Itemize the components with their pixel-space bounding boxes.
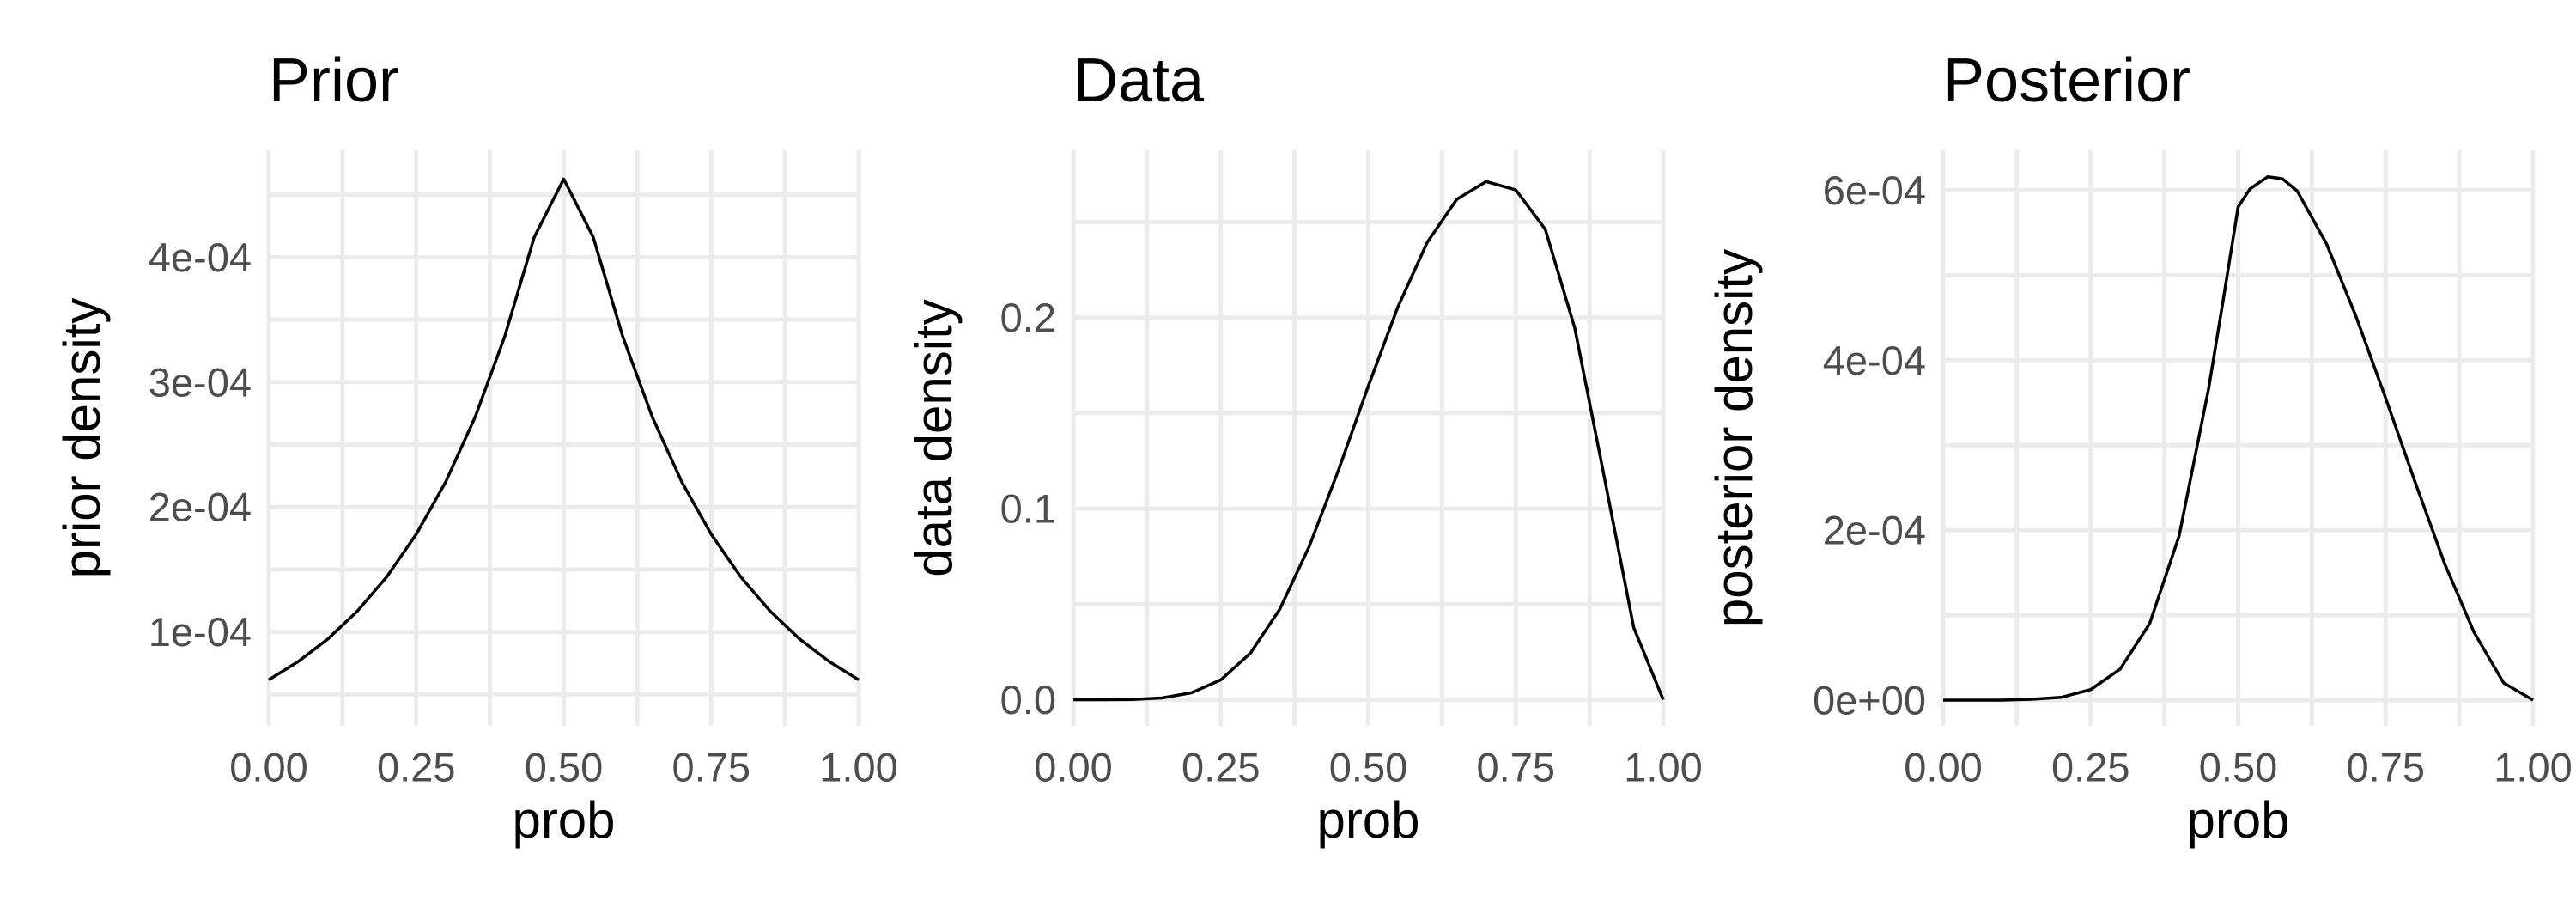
posterior-title: Posterior bbox=[1943, 46, 2190, 115]
posterior-x-tick-label: 1.00 bbox=[2494, 744, 2572, 789]
posterior-x-tick-label: 0.50 bbox=[2199, 744, 2277, 789]
prior-x-tick-label: 0.75 bbox=[672, 744, 750, 789]
posterior-x-tick-label: 0.00 bbox=[1904, 744, 1982, 789]
data-x-axis-label: prob bbox=[1316, 791, 1419, 849]
data-y-tick-label: 0.1 bbox=[1000, 486, 1056, 532]
data-y-tick-label: 0.2 bbox=[1000, 295, 1056, 340]
prior-y-tick-label: 1e-04 bbox=[149, 609, 252, 655]
posterior-x-tick-label: 0.75 bbox=[2347, 744, 2425, 789]
prior-y-tick-label: 4e-04 bbox=[149, 235, 252, 280]
posterior-y-tick-label: 6e-04 bbox=[1823, 168, 1926, 213]
prior-x-tick-label: 0.00 bbox=[229, 744, 307, 789]
prior-y-axis-label: prior density bbox=[53, 298, 111, 579]
data-x-tick-label: 0.25 bbox=[1182, 744, 1260, 789]
prior-y-tick-label: 3e-04 bbox=[149, 359, 252, 405]
prior-x-tick-label: 0.50 bbox=[525, 744, 603, 789]
posterior-y-axis-label: posterior density bbox=[1705, 249, 1763, 627]
data-x-tick-label: 0.00 bbox=[1034, 744, 1112, 789]
data-title: Data bbox=[1073, 46, 1205, 115]
data-y-axis-label: data density bbox=[905, 299, 963, 577]
data-y-tick-label: 0.0 bbox=[1000, 677, 1056, 722]
data-x-tick-label: 0.75 bbox=[1477, 744, 1555, 789]
data-density-curve bbox=[1072, 180, 1665, 702]
prior-y-tick-label: 2e-04 bbox=[149, 485, 252, 530]
posterior-panel: 0.00 0.25 0.50 0.75 1.00 0e+00 2e-04 4e-04 6e-04… bbox=[1705, 46, 2573, 849]
posterior-density-curve bbox=[1943, 175, 2534, 702]
data-x-tick-label: 1.00 bbox=[1624, 744, 1702, 789]
posterior-y-tick-label: 4e-04 bbox=[1823, 338, 1926, 383]
prior-x-tick-label: 1.00 bbox=[819, 744, 897, 789]
data-x-tick-label: 0.50 bbox=[1329, 744, 1407, 789]
prior-panel: 0.00 0.25 0.50 0.75 1.00 1e-04 2e-04 3e-04 4e-04… bbox=[53, 46, 898, 849]
prior-x-tick-label: 0.25 bbox=[377, 744, 455, 789]
posterior-y-tick-label: 2e-04 bbox=[1823, 508, 1926, 553]
prior-title: Prior bbox=[269, 46, 399, 115]
prior-x-axis-label: prob bbox=[512, 791, 615, 849]
posterior-y-tick-label: 0e+00 bbox=[1813, 678, 1926, 723]
prior-density-curve bbox=[268, 177, 860, 681]
posterior-x-axis-label: prob bbox=[2186, 791, 2289, 849]
data-panel: 0.00 0.25 0.50 0.75 1.00 0.0 0.1 0.2 Data prob dat… bbox=[905, 46, 1703, 849]
posterior-x-tick-label: 0.25 bbox=[2051, 744, 2129, 789]
